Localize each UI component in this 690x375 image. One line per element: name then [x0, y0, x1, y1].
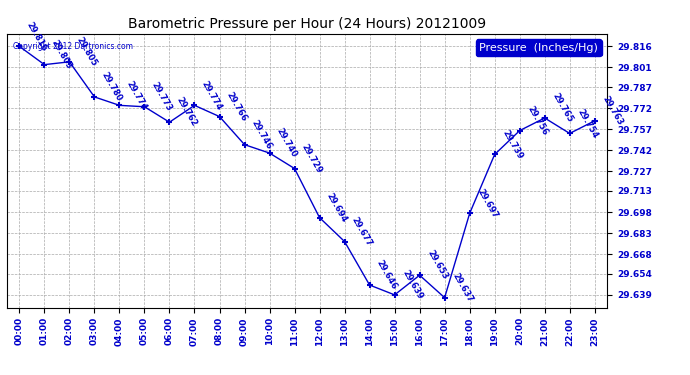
- Pressure  (Inches/Hg): [340, 239, 348, 244]
- Text: 29.805: 29.805: [75, 36, 99, 68]
- Text: 29.803: 29.803: [50, 39, 74, 71]
- Pressure  (Inches/Hg): [566, 131, 574, 136]
- Pressure  (Inches/Hg): [166, 120, 174, 124]
- Text: 29.694: 29.694: [325, 191, 349, 224]
- Text: Copyright 2012 Dartronics.com: Copyright 2012 Dartronics.com: [13, 42, 133, 51]
- Text: 29.697: 29.697: [475, 187, 499, 220]
- Line: Pressure  (Inches/Hg): Pressure (Inches/Hg): [16, 43, 598, 301]
- Pressure  (Inches/Hg): [115, 103, 124, 108]
- Text: 29.765: 29.765: [550, 92, 574, 124]
- Pressure  (Inches/Hg): [491, 152, 499, 157]
- Text: 29.756: 29.756: [525, 104, 549, 137]
- Pressure  (Inches/Hg): [540, 116, 549, 120]
- Text: 29.766: 29.766: [225, 90, 249, 123]
- Pressure  (Inches/Hg): [90, 94, 99, 99]
- Pressure  (Inches/Hg): [366, 283, 374, 287]
- Pressure  (Inches/Hg): [515, 128, 524, 133]
- Text: 29.754: 29.754: [575, 107, 599, 140]
- Pressure  (Inches/Hg): [66, 60, 74, 64]
- Text: 29.816: 29.816: [25, 20, 49, 53]
- Text: 29.740: 29.740: [275, 127, 299, 159]
- Pressure  (Inches/Hg): [240, 142, 248, 147]
- Text: 29.639: 29.639: [400, 268, 424, 301]
- Pressure  (Inches/Hg): [15, 44, 23, 49]
- Pressure  (Inches/Hg): [40, 62, 48, 67]
- Pressure  (Inches/Hg): [440, 296, 449, 300]
- Pressure  (Inches/Hg): [391, 292, 399, 297]
- Legend: Pressure  (Inches/Hg): Pressure (Inches/Hg): [476, 39, 602, 56]
- Text: 29.763: 29.763: [600, 94, 624, 127]
- Text: 29.773: 29.773: [150, 81, 174, 113]
- Text: 29.762: 29.762: [175, 96, 199, 128]
- Text: 29.653: 29.653: [425, 249, 449, 281]
- Pressure  (Inches/Hg): [466, 211, 474, 216]
- Title: Barometric Pressure per Hour (24 Hours) 20121009: Barometric Pressure per Hour (24 Hours) …: [128, 17, 486, 31]
- Text: 29.774: 29.774: [125, 79, 149, 111]
- Text: 29.780: 29.780: [100, 71, 124, 103]
- Pressure  (Inches/Hg): [591, 118, 599, 123]
- Pressure  (Inches/Hg): [315, 215, 324, 220]
- Text: 29.637: 29.637: [450, 272, 474, 304]
- Pressure  (Inches/Hg): [415, 273, 424, 278]
- Pressure  (Inches/Hg): [290, 166, 299, 171]
- Pressure  (Inches/Hg): [140, 105, 148, 109]
- Text: 29.739: 29.739: [500, 128, 524, 160]
- Text: 29.729: 29.729: [300, 142, 324, 175]
- Text: 29.746: 29.746: [250, 118, 274, 151]
- Pressure  (Inches/Hg): [215, 114, 224, 119]
- Text: 29.774: 29.774: [200, 79, 224, 111]
- Text: 29.646: 29.646: [375, 258, 400, 291]
- Text: 29.677: 29.677: [350, 215, 374, 248]
- Pressure  (Inches/Hg): [190, 103, 199, 108]
- Pressure  (Inches/Hg): [266, 151, 274, 155]
